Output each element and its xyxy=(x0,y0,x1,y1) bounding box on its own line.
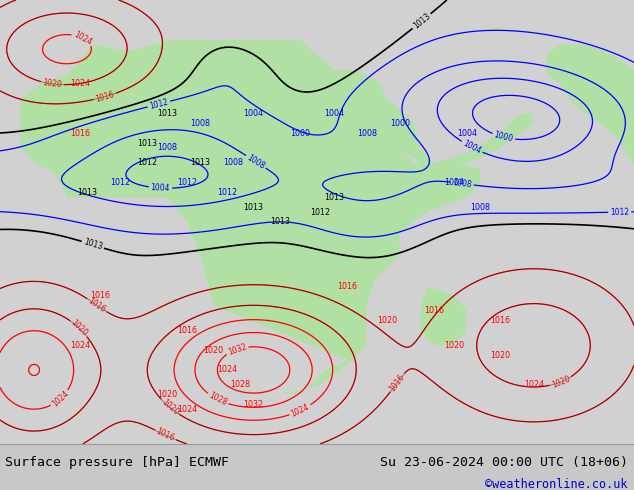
Text: 1024: 1024 xyxy=(177,405,197,414)
Text: 1016: 1016 xyxy=(70,129,90,138)
Text: 1016: 1016 xyxy=(90,292,110,300)
Text: 1024: 1024 xyxy=(524,380,544,389)
Text: 1000: 1000 xyxy=(290,129,310,138)
Text: 1004: 1004 xyxy=(324,109,344,118)
Text: 1028: 1028 xyxy=(230,380,250,389)
Text: Su 23-06-2024 00:00 UTC (18+06): Su 23-06-2024 00:00 UTC (18+06) xyxy=(380,456,628,469)
Text: 1024: 1024 xyxy=(50,389,70,409)
Text: 1000: 1000 xyxy=(493,130,514,144)
Text: 1004: 1004 xyxy=(444,178,464,187)
Text: 1016: 1016 xyxy=(491,316,510,325)
Text: 1012: 1012 xyxy=(610,207,630,217)
Text: 1024: 1024 xyxy=(70,79,90,88)
Text: 1020: 1020 xyxy=(69,318,89,338)
Text: 1008: 1008 xyxy=(224,158,243,167)
Text: 1012: 1012 xyxy=(137,158,157,167)
Text: 1016: 1016 xyxy=(388,372,406,393)
Text: 1008: 1008 xyxy=(157,144,177,152)
Text: 1020: 1020 xyxy=(550,374,571,390)
Text: 1024: 1024 xyxy=(72,29,93,47)
Text: 1020: 1020 xyxy=(491,351,510,360)
Text: 1008: 1008 xyxy=(245,153,266,171)
Text: 1032: 1032 xyxy=(226,342,248,357)
Text: 1013: 1013 xyxy=(411,12,432,31)
Text: 1013: 1013 xyxy=(82,238,103,252)
Text: 1008: 1008 xyxy=(452,178,472,189)
Text: 1008: 1008 xyxy=(190,119,210,128)
Text: 1016: 1016 xyxy=(94,90,115,103)
Text: 1013: 1013 xyxy=(243,203,264,212)
Text: 1020: 1020 xyxy=(204,346,224,355)
Text: 1000: 1000 xyxy=(391,119,410,128)
Text: 1004: 1004 xyxy=(150,183,171,193)
Text: 1016: 1016 xyxy=(337,282,357,291)
Text: 1013: 1013 xyxy=(157,109,177,118)
Text: 1032: 1032 xyxy=(243,400,264,409)
Text: 1020: 1020 xyxy=(444,341,464,350)
Text: 1012: 1012 xyxy=(148,98,169,111)
Text: 1013: 1013 xyxy=(324,193,344,202)
Text: 1013: 1013 xyxy=(77,188,97,197)
Text: 1013: 1013 xyxy=(270,218,290,226)
Text: 1024: 1024 xyxy=(217,366,237,374)
Text: ©weatheronline.co.uk: ©weatheronline.co.uk xyxy=(485,478,628,490)
Text: 1013: 1013 xyxy=(190,158,210,167)
Text: 1016: 1016 xyxy=(424,306,444,315)
Text: 1024: 1024 xyxy=(290,402,311,418)
Text: 1008: 1008 xyxy=(357,129,377,138)
Text: 1020: 1020 xyxy=(42,78,63,90)
Text: 1020: 1020 xyxy=(160,397,180,417)
Text: 1012: 1012 xyxy=(217,188,237,197)
Text: 1013: 1013 xyxy=(137,139,157,147)
Text: 1016: 1016 xyxy=(155,427,176,443)
Text: 1016: 1016 xyxy=(86,296,107,314)
Text: 1028: 1028 xyxy=(207,391,228,408)
Text: 1016: 1016 xyxy=(177,326,197,335)
Text: 1012: 1012 xyxy=(177,178,197,187)
Text: 1012: 1012 xyxy=(310,208,330,217)
Text: 1004: 1004 xyxy=(462,139,482,156)
Text: 1012: 1012 xyxy=(110,178,130,187)
Text: 1004: 1004 xyxy=(243,109,264,118)
Text: Surface pressure [hPa] ECMWF: Surface pressure [hPa] ECMWF xyxy=(5,456,229,469)
Text: 1024: 1024 xyxy=(70,341,90,350)
Text: 1020: 1020 xyxy=(157,390,177,399)
Text: 1008: 1008 xyxy=(470,203,491,212)
Text: 1004: 1004 xyxy=(457,129,477,138)
Text: 1020: 1020 xyxy=(377,316,397,325)
